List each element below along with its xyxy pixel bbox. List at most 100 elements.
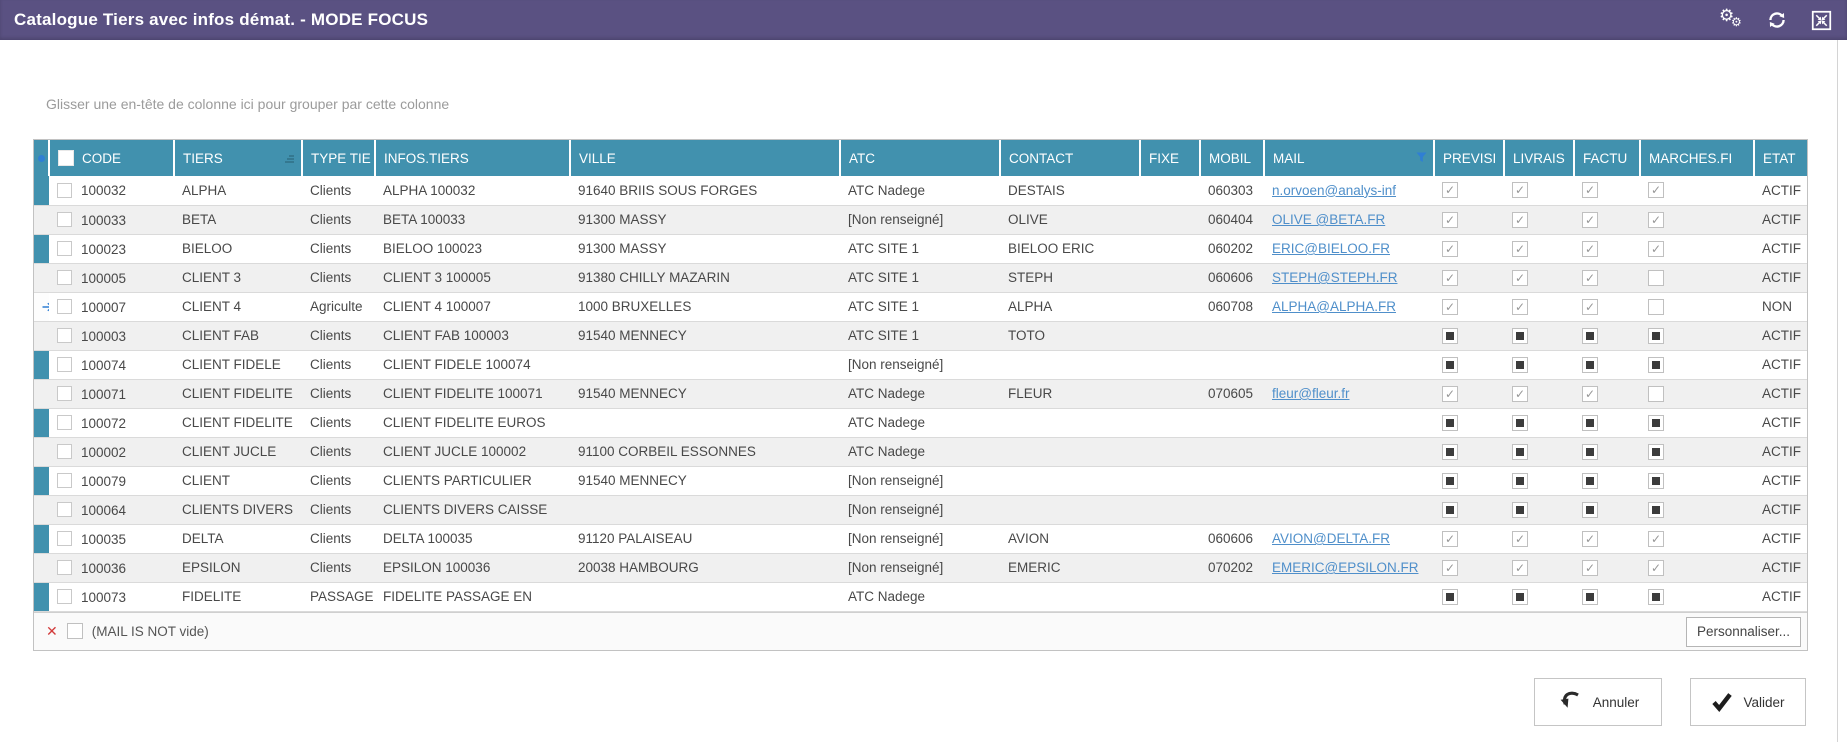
factu-checkbox[interactable] (1582, 530, 1598, 547)
previsi-checkbox[interactable] (1442, 559, 1458, 576)
row-select-checkbox[interactable] (57, 299, 72, 315)
settings-gears-icon[interactable]: ⚙ ⚙ (1719, 6, 1742, 29)
row-select-checkbox[interactable] (57, 183, 72, 199)
table-row[interactable]: 100074 CLIENT FIDELE Clients CLIENT FIDELE … (34, 350, 1807, 380)
previsi-checkbox[interactable] (1442, 269, 1458, 286)
table-row[interactable]: 100036 EPSILON Clients EPSILON 100036 20038 … (34, 553, 1807, 583)
select-all-checkbox[interactable] (58, 150, 74, 167)
column-header-etat[interactable]: ETAT (1753, 140, 1807, 176)
marches-checkbox[interactable] (1648, 588, 1664, 605)
marches-checkbox[interactable] (1648, 530, 1664, 547)
table-row[interactable]: 100035 DELTA Clients DELTA 100035 91120 PALA… (34, 524, 1807, 554)
previsi-checkbox[interactable] (1442, 211, 1458, 228)
previsi-checkbox[interactable] (1442, 327, 1458, 344)
column-header-ville[interactable]: VILLE (569, 140, 840, 176)
table-row[interactable]: 100003 CLIENT FAB Clients CLIENT FAB 100003… (34, 321, 1807, 351)
livrais-checkbox[interactable] (1512, 472, 1528, 489)
factu-checkbox[interactable] (1582, 472, 1598, 489)
row-select-checkbox[interactable] (57, 386, 72, 402)
row-select-checkbox[interactable] (57, 473, 72, 489)
mail-link[interactable]: n.orvoen@analys-inf (1272, 182, 1397, 198)
livrais-checkbox[interactable] (1512, 443, 1528, 460)
marches-checkbox[interactable] (1648, 211, 1664, 228)
table-row[interactable]: 100023 BIELOO Clients BIELOO 100023 91300 MA… (34, 234, 1807, 264)
livrais-checkbox[interactable] (1512, 530, 1528, 547)
table-row[interactable]: 100005 CLIENT 3 Clients CLIENT 3 100005 9138… (34, 263, 1807, 293)
column-header-factu[interactable]: FACTU (1573, 140, 1640, 176)
previsi-checkbox[interactable] (1442, 240, 1458, 257)
mail-link[interactable]: ALPHA@ALPHA.FR (1272, 299, 1396, 314)
filter-funnel-icon[interactable] (1416, 152, 1427, 163)
livrais-checkbox[interactable] (1512, 588, 1528, 605)
column-header-type[interactable]: TYPE TIE (301, 140, 375, 176)
livrais-checkbox[interactable] (1512, 327, 1528, 344)
column-header-infos[interactable]: INFOS.TIERS (374, 140, 570, 176)
factu-checkbox[interactable] (1582, 443, 1598, 460)
row-select-checkbox[interactable] (57, 589, 72, 605)
table-row[interactable]: 100071 CLIENT FIDELITE Clients CLIENT FIDEL… (34, 379, 1807, 409)
column-header-atc[interactable]: ATC (839, 140, 1000, 176)
column-header-mobil[interactable]: MOBIL (1199, 140, 1264, 176)
row-select-checkbox[interactable] (57, 212, 72, 228)
factu-checkbox[interactable] (1582, 211, 1598, 228)
row-select-checkbox[interactable] (57, 241, 72, 257)
marches-checkbox[interactable] (1648, 472, 1664, 489)
row-select-checkbox[interactable] (57, 270, 72, 286)
row-select-checkbox[interactable] (57, 444, 72, 460)
column-header-fixe[interactable]: FIXE (1139, 140, 1200, 176)
column-header-previsi[interactable]: PREVISI (1433, 140, 1504, 176)
column-header-tiers[interactable]: TIERS (173, 140, 302, 176)
factu-checkbox[interactable] (1582, 414, 1598, 431)
mail-link[interactable]: STEPH@STEPH.FR (1272, 270, 1398, 285)
filter-enabled-checkbox[interactable] (66, 623, 83, 639)
customize-filter-button[interactable]: Personnaliser... (1685, 616, 1801, 647)
row-select-checkbox[interactable] (57, 415, 72, 431)
factu-checkbox[interactable] (1582, 269, 1598, 286)
factu-checkbox[interactable] (1582, 298, 1598, 315)
column-header-livrais[interactable]: LIVRAIS (1503, 140, 1574, 176)
marches-checkbox[interactable] (1648, 327, 1664, 344)
previsi-checkbox[interactable] (1442, 501, 1458, 518)
column-header-mail[interactable]: MAIL (1263, 140, 1434, 176)
livrais-checkbox[interactable] (1512, 240, 1528, 257)
factu-checkbox[interactable] (1582, 182, 1598, 199)
mail-link[interactable]: OLIVE @BETA.FR (1272, 212, 1386, 227)
livrais-checkbox[interactable] (1512, 182, 1528, 199)
table-row[interactable]: 100064 CLIENTS DIVERS Clients CLIENTS DIVER… (34, 495, 1807, 525)
factu-checkbox[interactable] (1582, 240, 1598, 257)
table-row[interactable]: 100032 ALPHA Clients ALPHA 100032 91640 BRII… (34, 176, 1807, 206)
marches-checkbox[interactable] (1648, 240, 1664, 257)
marches-checkbox[interactable] (1648, 501, 1664, 518)
row-select-checkbox[interactable] (57, 531, 72, 547)
livrais-checkbox[interactable] (1512, 356, 1528, 373)
livrais-checkbox[interactable] (1512, 559, 1528, 576)
column-header-code[interactable]: CODE (48, 140, 174, 176)
factu-checkbox[interactable] (1582, 501, 1598, 518)
table-row[interactable]: 100007 CLIENT 4 Agriculte CLIENT 4 100007 10… (34, 292, 1807, 322)
marches-checkbox[interactable] (1648, 269, 1664, 286)
livrais-checkbox[interactable] (1512, 269, 1528, 286)
table-row[interactable]: 100002 CLIENT JUCLE Clients CLIENT JUCLE 10… (34, 437, 1807, 467)
table-row[interactable]: 100073 FIDELITE PASSAGE FIDELITE PASSAGE EN… (34, 582, 1807, 612)
cancel-button[interactable]: Annuler (1534, 678, 1662, 726)
table-row[interactable]: 100033 BETA Clients BETA 100033 91300 MASSY[… (34, 205, 1807, 235)
remove-filter-icon[interactable]: ✕ (46, 623, 58, 639)
collapse-focus-icon[interactable] (1809, 8, 1833, 32)
previsi-checkbox[interactable] (1442, 385, 1458, 402)
factu-checkbox[interactable] (1582, 356, 1598, 373)
marches-checkbox[interactable] (1648, 414, 1664, 431)
factu-checkbox[interactable] (1582, 327, 1598, 344)
row-select-checkbox[interactable] (57, 328, 72, 344)
row-select-checkbox[interactable] (57, 560, 72, 576)
previsi-checkbox[interactable] (1442, 182, 1458, 199)
marches-checkbox[interactable] (1648, 385, 1664, 402)
row-select-checkbox[interactable] (57, 502, 72, 518)
marches-checkbox[interactable] (1648, 298, 1664, 315)
factu-checkbox[interactable] (1582, 385, 1598, 402)
mail-link[interactable]: fleur@fleur.fr (1272, 386, 1350, 401)
validate-button[interactable]: Valider (1690, 678, 1806, 726)
livrais-checkbox[interactable] (1512, 414, 1528, 431)
column-header-contact[interactable]: CONTACT (999, 140, 1140, 176)
previsi-checkbox[interactable] (1442, 530, 1458, 547)
previsi-checkbox[interactable] (1442, 472, 1458, 489)
